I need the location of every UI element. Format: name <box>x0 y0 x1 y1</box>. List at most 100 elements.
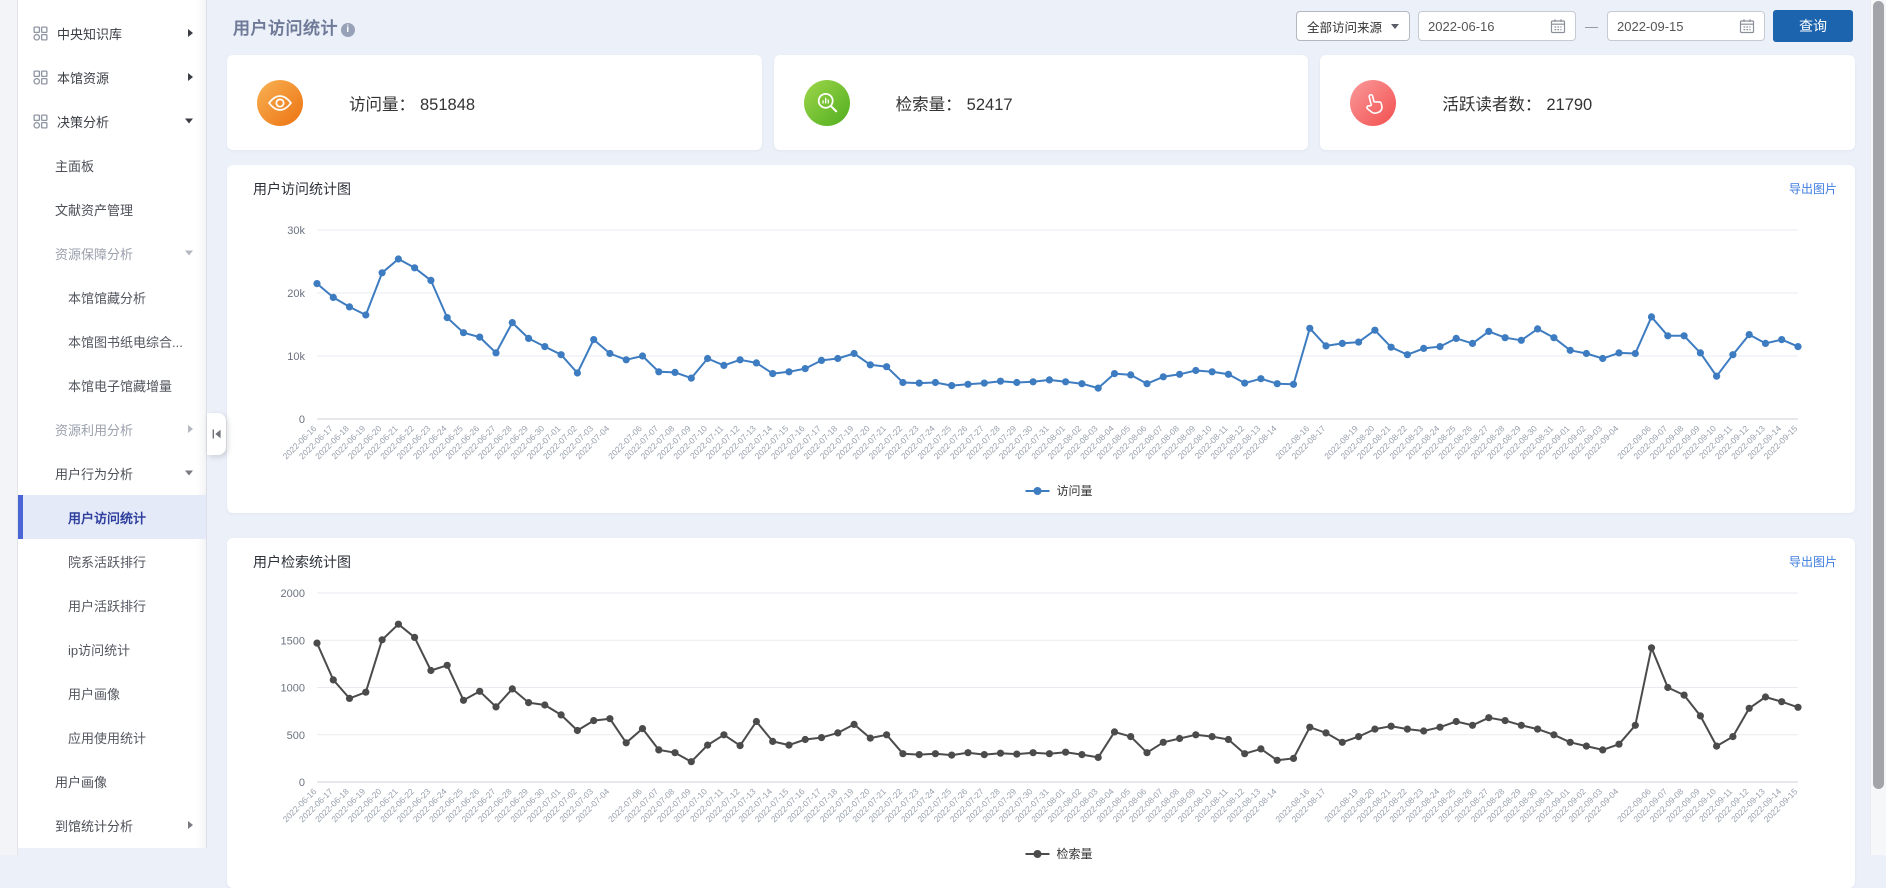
svg-text:1000: 1000 <box>281 683 305 695</box>
svg-text:0: 0 <box>299 777 305 789</box>
stat-label: 活跃读者数： <box>1442 95 1542 114</box>
sidebar-item-label: 资源保障分析 <box>55 246 134 262</box>
sidebar-collapse-button[interactable] <box>207 413 226 455</box>
svg-text:2000: 2000 <box>281 588 305 600</box>
sidebar: 中央知识库本馆资源决策分析主面板文献资产管理 资源保障分析本馆馆藏分析本馆图书纸电… <box>18 0 207 848</box>
sidebar-item-label: 用户活跃排行 <box>68 598 147 614</box>
sidebar-item[interactable]: 本馆图书纸电综合... <box>18 319 206 363</box>
search-line-chart[interactable]: 05001000150020002022-06-162022-06-172022… <box>227 580 1855 886</box>
visits-chart-panel: 用户访问统计图 导出图片 0 10k 20k 30k 2022-06-16 2022-06… <box>227 165 1855 513</box>
query-button[interactable]: 查询 <box>1773 10 1853 42</box>
stats-row: 访问量： 851848 检索量： 52417 活跃读者数： 21790 <box>227 55 1856 150</box>
sidebar-item-label: 本馆图书纸电综合... <box>68 334 183 350</box>
stat-card: 活跃读者数： 21790 <box>1320 55 1856 150</box>
sidebar-item[interactable]: 主面板 <box>18 143 206 187</box>
sidebar-item[interactable]: 院系活跃排行 <box>18 539 206 583</box>
apps-grid-icon <box>33 25 48 41</box>
caret-right-icon <box>188 425 193 433</box>
svg-text:20k: 20k <box>287 288 305 300</box>
sidebar-item-label: 应用使用统计 <box>68 730 147 746</box>
sidebar-item[interactable]: 中央知识库 <box>18 11 206 55</box>
sidebar-item-label: 用户画像 <box>55 774 108 790</box>
sidebar-item-label: 到馆统计分析 <box>55 818 134 834</box>
sidebar-item-label: 主面板 <box>55 158 95 174</box>
end-date-value: 2022-09-15 <box>1617 18 1684 34</box>
page-title-text: 用户访问统计 <box>233 19 338 38</box>
collapse-left-icon <box>212 429 221 439</box>
caret-down-icon <box>185 250 193 256</box>
search-chart-title: 用户检索统计图 <box>253 554 351 570</box>
svg-text:0: 0 <box>299 414 305 426</box>
svg-text:检索量: 检索量 <box>1057 846 1093 861</box>
end-date-input[interactable]: 2022-09-15 <box>1607 11 1765 41</box>
stat-text: 活跃读者数： 21790 <box>1442 91 1592 115</box>
visit-source-select-value: 全部访问来源 <box>1306 20 1382 35</box>
sidebar-item-label: 中央知识库 <box>57 26 123 42</box>
sidebar-item-label: 资源利用分析 <box>55 422 134 438</box>
start-date-input[interactable]: 2022-06-16 <box>1418 11 1576 41</box>
sidebar-item[interactable]: ip访问统计 <box>18 627 206 671</box>
info-icon[interactable]: i <box>341 23 355 37</box>
search-icon <box>803 79 850 126</box>
svg-text:10k: 10k <box>287 351 305 363</box>
sidebar-item[interactable]: 资源利用分析 <box>18 407 206 451</box>
svg-text:1500: 1500 <box>281 635 305 647</box>
sidebar-item[interactable]: 应用使用统计 <box>18 715 206 759</box>
sidebar-item-label: 用户行为分析 <box>55 466 134 482</box>
sidebar-item-label: 本馆馆藏分析 <box>68 290 147 306</box>
sidebar-item[interactable]: 本馆馆藏分析 <box>18 275 206 319</box>
sidebar-item[interactable]: 用户行为分析 <box>18 451 206 495</box>
stat-text: 访问量： 851848 <box>349 91 475 115</box>
sidebar-item-label: 院系活跃排行 <box>68 554 147 570</box>
caret-right-icon <box>188 29 193 37</box>
sidebar-item[interactable]: 用户画像 <box>18 759 206 803</box>
sidebar-item[interactable]: 用户画像 <box>18 671 206 715</box>
sidebar-item-label: 本馆电子馆藏增量 <box>68 378 173 394</box>
search-chart-panel: 用户检索统计图 导出图片 0 500 1000 1500 2000 2022-06-16 2… <box>227 538 1855 888</box>
vertical-scrollbar[interactable] <box>1870 0 1886 855</box>
sidebar-item-label: 决策分析 <box>57 114 110 130</box>
legend[interactable]: 检索量 <box>1025 846 1093 861</box>
caret-right-icon <box>188 73 193 81</box>
legend[interactable]: 访问量 <box>1025 484 1093 498</box>
hand-pointer-icon <box>1350 79 1397 126</box>
sidebar-item[interactable]: 本馆资源 <box>18 55 206 99</box>
date-range-separator: — <box>1585 18 1598 34</box>
sidebar-item[interactable]: 用户活跃排行 <box>18 583 206 627</box>
caret-down-icon <box>185 118 193 124</box>
sidebar-item-label: 文献资产管理 <box>55 202 134 218</box>
filter-bar: 全部访问来源 2022-06-16 — 2022-09-15 查询 <box>1295 10 1853 42</box>
stat-value: 851848 <box>420 95 476 114</box>
export-image-link[interactable]: 导出图片 <box>1788 182 1837 196</box>
stat-label: 检索量： <box>895 95 962 114</box>
sidebar-item[interactable]: 用户访问统计 <box>18 495 206 539</box>
stat-value: 52417 <box>966 95 1013 114</box>
stat-value: 21790 <box>1546 95 1593 114</box>
export-image-link[interactable]: 导出图片 <box>1788 555 1837 569</box>
sidebar-item[interactable]: 到馆统计分析 <box>18 803 206 847</box>
main-content: 用户访问统计 i 全部访问来源 2022-06-16 — 2022-09-15 查… <box>207 0 1871 888</box>
visit-source-select[interactable]: 全部访问来源 <box>1295 11 1410 41</box>
calendar-icon <box>1550 19 1566 34</box>
chevron-down-icon <box>1391 23 1399 29</box>
sidebar-item[interactable]: 文献资产管理 <box>18 187 206 231</box>
visits-chart-title: 用户访问统计图 <box>253 181 351 197</box>
caret-right-icon <box>188 821 193 829</box>
sidebar-item-label: 用户访问统计 <box>68 510 147 526</box>
stat-label: 访问量： <box>349 95 415 114</box>
caret-down-icon <box>185 470 193 476</box>
visits-line-chart[interactable]: 010k20k30k2022-06-162022-06-172022-06-18… <box>227 207 1855 513</box>
scrollbar-thumb[interactable] <box>1873 1 1884 789</box>
apps-grid-icon <box>33 69 48 85</box>
eye-icon <box>257 79 303 126</box>
start-date-value: 2022-06-16 <box>1428 18 1495 34</box>
svg-text:500: 500 <box>287 730 305 742</box>
left-gutter <box>0 0 18 855</box>
stat-text: 检索量： 52417 <box>896 91 1013 115</box>
sidebar-item-label: 用户画像 <box>68 686 121 702</box>
page-title: 用户访问统计 i <box>233 14 355 39</box>
stat-card: 访问量： 851848 <box>227 55 762 150</box>
sidebar-item[interactable]: 本馆电子馆藏增量 <box>18 363 206 407</box>
sidebar-item[interactable]: 资源保障分析 <box>18 231 206 275</box>
sidebar-item[interactable]: 决策分析 <box>18 99 206 143</box>
